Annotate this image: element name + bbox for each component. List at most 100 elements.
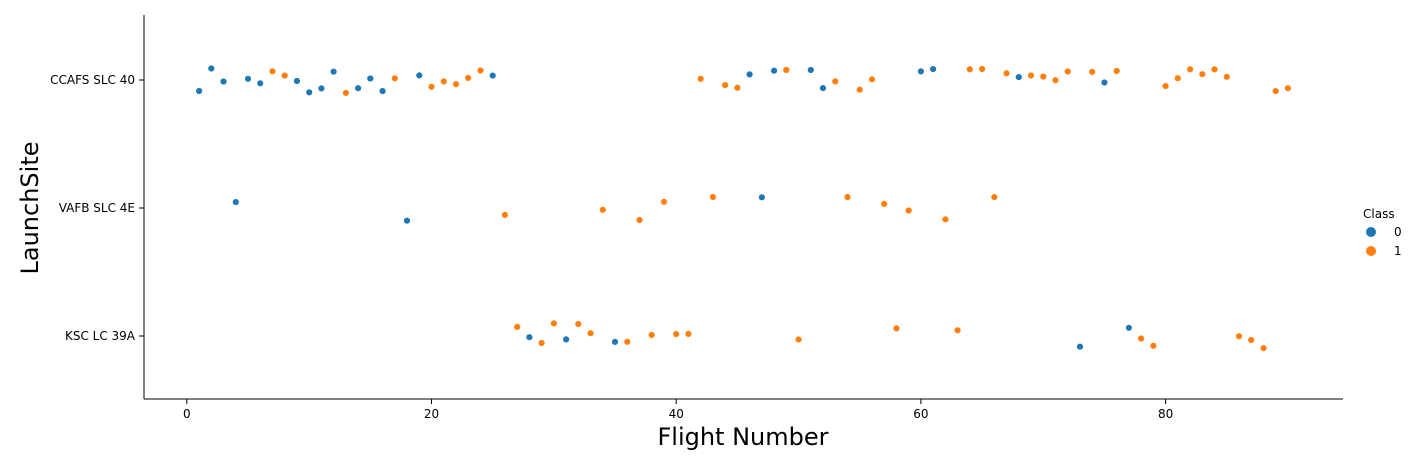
point-class-1-flight-69 [1027, 71, 1035, 80]
point-class-1-flight-44 [721, 81, 729, 89]
legend-label-1: 1 [1394, 244, 1402, 258]
point-class-1-flight-49 [782, 66, 790, 74]
point-class-1-flight-29 [537, 339, 546, 347]
point-class-0-flight-28 [525, 333, 534, 341]
point-class-0-flight-68 [1015, 73, 1023, 81]
legend-marker-0 [1366, 227, 1376, 237]
point-class-0-flight-2 [207, 64, 216, 73]
point-class-0-flight-12 [329, 67, 338, 76]
point-class-0-flight-31 [562, 335, 570, 344]
x-tick-label: 80 [1158, 407, 1173, 421]
point-class-0-flight-1 [195, 87, 203, 95]
point-class-1-flight-65 [978, 65, 986, 73]
point-class-1-flight-85 [1223, 73, 1231, 81]
point-class-0-flight-61 [929, 65, 937, 73]
point-class-0-flight-73 [1076, 343, 1084, 351]
axis-spines [143, 15, 1343, 400]
point-class-0-flight-51 [807, 66, 815, 74]
point-class-1-flight-70 [1039, 72, 1048, 81]
point-class-1-flight-74 [1088, 68, 1096, 76]
point-class-0-flight-25 [489, 71, 497, 80]
point-class-1-flight-78 [1137, 334, 1145, 343]
point-class-1-flight-41 [684, 330, 693, 338]
y-tick-label-ksc-lc-39a: KSC LC 39A [65, 329, 136, 343]
point-class-1-flight-53 [831, 77, 839, 86]
point-class-0-flight-10 [305, 88, 313, 97]
point-class-1-flight-59 [904, 206, 913, 215]
legend-label-0: 0 [1394, 225, 1402, 239]
point-class-0-flight-15 [366, 74, 374, 83]
point-class-0-flight-47 [758, 193, 766, 202]
point-class-1-flight-71 [1051, 76, 1060, 84]
point-class-0-flight-52 [819, 84, 827, 92]
point-class-1-flight-34 [599, 206, 607, 214]
point-class-1-flight-13 [342, 89, 350, 97]
point-class-1-flight-83 [1198, 70, 1207, 78]
point-class-1-flight-22 [452, 80, 460, 88]
legend-entries: 01 [1366, 225, 1402, 258]
point-class-1-flight-30 [550, 319, 558, 328]
point-class-1-flight-26 [501, 211, 509, 219]
point-class-1-flight-86 [1235, 332, 1243, 340]
point-class-1-flight-57 [880, 200, 888, 208]
point-class-0-flight-18 [403, 217, 411, 225]
point-class-0-flight-3 [219, 77, 228, 86]
y-tick-label-ccafs-slc-40: CCAFS SLC 40 [50, 73, 135, 87]
point-class-1-flight-76 [1112, 67, 1121, 75]
legend-marker-1 [1366, 246, 1376, 256]
point-class-1-flight-56 [868, 75, 876, 84]
point-class-0-flight-11 [317, 84, 326, 93]
point-class-1-flight-88 [1259, 344, 1268, 352]
point-class-1-flight-62 [941, 215, 950, 224]
legend-title: Class [1363, 207, 1395, 221]
point-class-1-flight-89 [1271, 87, 1280, 95]
x-axis-title: Flight Number [657, 423, 828, 451]
point-class-0-flight-75 [1100, 78, 1109, 87]
point-class-1-flight-7 [268, 67, 277, 76]
y-axis-ticks: CCAFS SLC 40 VAFB SLC 4E KSC LC 39A [50, 73, 144, 343]
point-class-0-flight-4 [232, 198, 240, 206]
point-class-1-flight-20 [427, 83, 436, 91]
point-class-1-flight-67 [1002, 69, 1011, 78]
x-axis-ticks: 0 20 40 60 80 [183, 399, 1173, 421]
x-tick-label: 40 [669, 407, 684, 421]
point-class-1-flight-87 [1247, 336, 1255, 344]
point-class-0-flight-77 [1125, 324, 1133, 332]
point-class-1-flight-58 [892, 324, 901, 333]
point-class-1-flight-80 [1161, 82, 1170, 90]
legend: Class 01 [1363, 207, 1402, 258]
x-tick-label: 20 [424, 407, 439, 421]
point-class-0-flight-6 [256, 79, 264, 88]
point-class-0-flight-35 [611, 338, 619, 346]
point-class-0-flight-60 [917, 67, 925, 76]
point-class-1-flight-21 [440, 77, 448, 86]
point-class-1-flight-64 [966, 65, 974, 74]
point-class-1-flight-33 [586, 329, 595, 337]
point-class-1-flight-39 [660, 198, 668, 206]
point-class-1-flight-55 [855, 85, 864, 94]
point-class-1-flight-79 [1149, 342, 1158, 350]
point-class-0-flight-5 [244, 75, 252, 83]
point-class-1-flight-54 [843, 193, 852, 201]
point-class-1-flight-8 [281, 71, 289, 80]
point-class-0-flight-46 [745, 70, 754, 79]
x-tick-label: 60 [913, 407, 928, 421]
point-class-0-flight-19 [415, 71, 423, 80]
point-class-1-flight-50 [794, 335, 803, 344]
point-class-1-flight-63 [953, 326, 962, 334]
data-points [195, 64, 1292, 352]
point-class-1-flight-42 [696, 75, 705, 83]
y-axis-title: LaunchSite [16, 142, 44, 275]
point-class-1-flight-66 [990, 193, 998, 201]
point-class-1-flight-43 [709, 193, 717, 201]
x-tick-label: 0 [183, 407, 191, 421]
point-class-1-flight-17 [391, 74, 399, 83]
point-class-1-flight-72 [1063, 67, 1072, 76]
point-class-0-flight-48 [770, 66, 778, 75]
point-class-1-flight-37 [635, 216, 644, 224]
point-class-1-flight-23 [464, 74, 472, 82]
point-class-1-flight-84 [1210, 65, 1219, 74]
point-class-1-flight-40 [672, 330, 680, 338]
point-class-0-flight-9 [293, 77, 301, 85]
